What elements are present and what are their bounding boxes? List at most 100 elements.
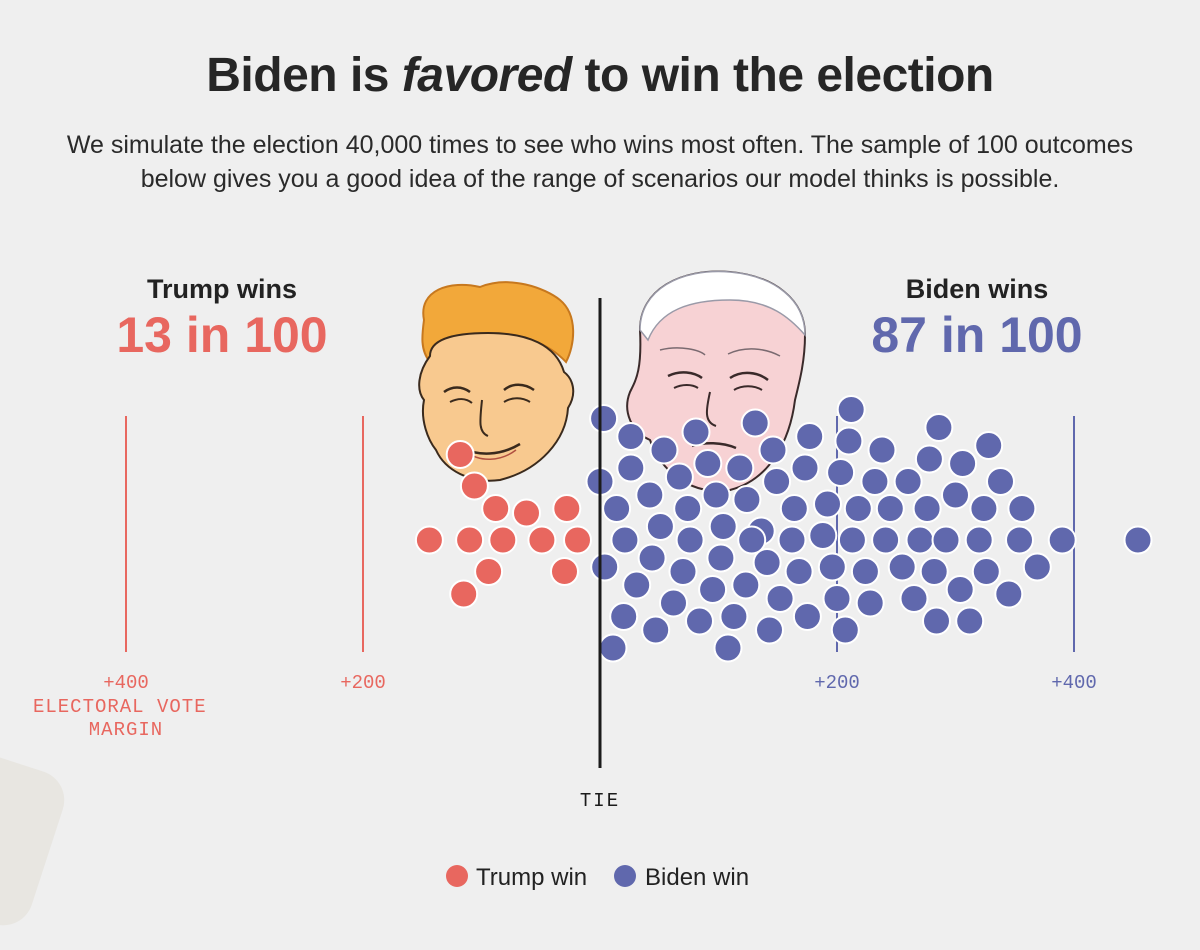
trump-outcome-dot (563, 525, 592, 555)
biden-outcome-dot (971, 557, 1001, 586)
biden-outcome-dot (1007, 494, 1037, 523)
biden-outcome-dot (924, 413, 954, 442)
biden-outcome-dot (616, 453, 646, 483)
biden-outcome-dot (817, 552, 847, 582)
biden-outcome-dot (790, 453, 820, 483)
biden-outcome-dot (792, 602, 822, 631)
trump-outcome-dot (474, 557, 504, 586)
biden-outcome-dot (964, 525, 994, 555)
biden-outcome-dot (777, 525, 807, 555)
biden-outcome-dot (941, 480, 970, 510)
biden-outcome-dot (779, 494, 809, 523)
biden-outcome-dot (948, 449, 978, 478)
biden-outcome-dot (693, 449, 723, 478)
tick-label-trump-400: +400 (103, 672, 149, 694)
page-title: Biden is favored to win the election (0, 48, 1200, 103)
biden-outcome-dot (1022, 552, 1052, 582)
tick-label-trump-200: +200 (340, 672, 386, 694)
trump-outcome-dot (481, 494, 511, 523)
trump-outcome-dot (512, 498, 541, 528)
trump-outcome-dot (449, 579, 479, 609)
trump-outcome-dot (445, 440, 475, 469)
biden-outcome-dot (622, 570, 652, 600)
biden-outcome-dot (808, 521, 838, 550)
trump-outcome-dot (455, 525, 485, 555)
biden-outcome-dot (755, 615, 784, 645)
title-part-2: to win the election (584, 49, 995, 102)
biden-outcome-dot (698, 575, 728, 604)
biden-outcome-dot (635, 480, 665, 510)
biden-outcome-dot (871, 525, 901, 555)
biden-outcome-dot (843, 494, 873, 523)
legend-biden-swatch (614, 865, 636, 887)
biden-outcome-dot (969, 494, 999, 523)
x-axis-label: ELECTORAL VOTE MARGIN (33, 696, 219, 741)
title-emphasis: favored (401, 49, 572, 102)
biden-outcome-dot (740, 408, 770, 438)
biden-outcome-dot (974, 431, 1004, 460)
trump-wins-label: Trump wins (147, 274, 297, 304)
trump-outcome-dot (527, 525, 557, 555)
biden-outcome-dot (912, 494, 942, 523)
biden-outcome-dot (637, 543, 667, 573)
biden-outcome-dot (1047, 525, 1077, 555)
biden-outcome-dot (822, 584, 852, 613)
biden-wins-value: 87 in 100 (871, 307, 1082, 363)
biden-outcome-dot (641, 615, 671, 645)
title-part-1: Biden is (206, 49, 389, 102)
tie-label: TIE (580, 790, 620, 812)
biden-outcome-dot (713, 633, 743, 663)
tick-label-biden-400: +400 (1051, 672, 1097, 694)
trump-wins-value: 13 in 100 (116, 307, 327, 363)
biden-outcome-dot (598, 633, 628, 663)
biden-outcome-dot (994, 579, 1024, 609)
biden-outcome-dot (765, 584, 795, 613)
biden-outcome-dot (731, 570, 761, 600)
trump-illustration (418, 281, 575, 482)
legend-trump-swatch (446, 865, 468, 887)
biden-outcome-dot (681, 417, 711, 447)
page-subtitle: We simulate the election 40,000 times to… (66, 131, 1134, 193)
biden-outcome-dot (855, 588, 885, 618)
biden-outcome-dot (616, 422, 646, 451)
biden-outcome-dot (664, 462, 694, 492)
biden-outcome-dot (834, 426, 864, 456)
biden-outcome-dot (850, 557, 880, 586)
biden-outcome-dot (955, 606, 985, 636)
biden-outcome-dot (719, 602, 749, 631)
biden-outcome-dot (922, 606, 951, 636)
axis-layer: +400 +200 +200 +400 (103, 416, 1097, 694)
tick-label-biden-200: +200 (814, 672, 860, 694)
biden-outcome-dot (645, 512, 675, 541)
biden-outcome-dot (905, 525, 935, 555)
biden-outcome-dot (668, 557, 698, 586)
trump-outcome-dot (414, 525, 444, 555)
biden-outcome-dot (752, 548, 782, 577)
biden-outcome-dot (675, 525, 705, 555)
biden-outcome-dot (649, 435, 679, 465)
biden-outcome-dot (659, 588, 688, 618)
biden-outcome-dot (685, 606, 714, 636)
x-axis-label-line-2: MARGIN (89, 719, 163, 741)
biden-outcome-dot (609, 602, 639, 631)
biden-outcome-dot (758, 435, 788, 465)
biden-outcome-dot (914, 444, 944, 474)
biden-outcome-dot (836, 395, 866, 424)
biden-outcome-dot (737, 525, 767, 555)
biden-outcome-dot (931, 525, 961, 555)
biden-outcome-dot (813, 489, 842, 519)
biden-outcome-dot (986, 467, 1015, 496)
biden-outcome-dot (610, 525, 640, 555)
biden-outcome-dot (762, 467, 792, 496)
biden-outcome-dot (706, 543, 736, 573)
biden-outcome-dot (701, 480, 731, 510)
biden-outcome-dot (830, 615, 860, 645)
biden-outcome-dot (732, 485, 762, 514)
biden-outcome-dot (1123, 525, 1153, 555)
trump-outcome-dot (550, 557, 579, 586)
biden-outcome-dot (887, 552, 917, 582)
biden-outcome-dot (899, 584, 929, 613)
biden-outcome-dot (589, 404, 619, 433)
biden-outcome-dot (919, 557, 949, 586)
biden-outcome-dot (1005, 525, 1034, 555)
